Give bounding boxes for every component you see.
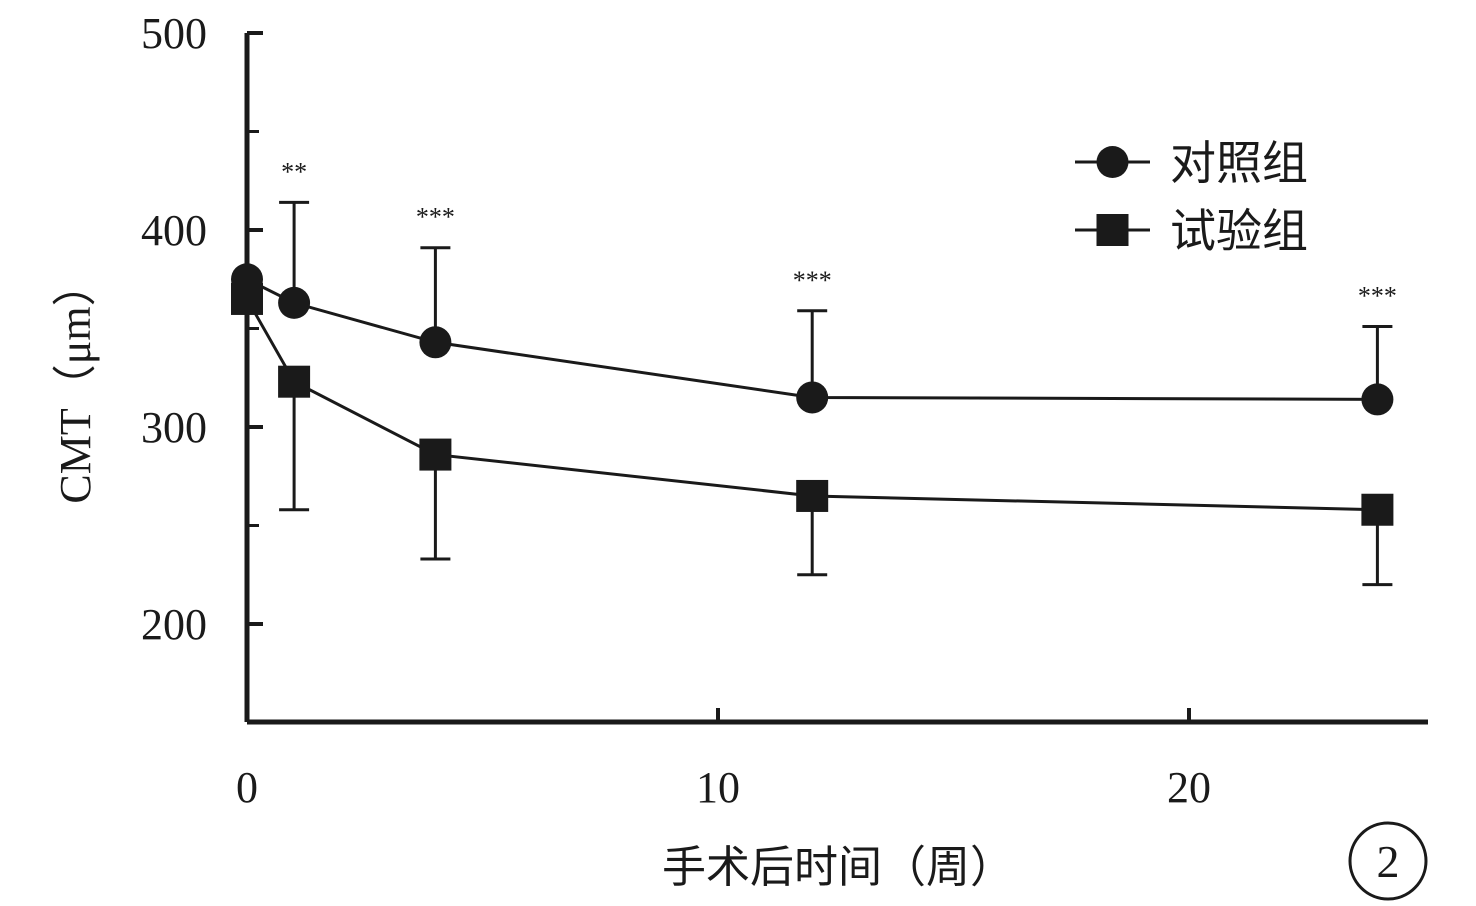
significance-label: ** — [281, 157, 307, 186]
data-point-circle — [419, 326, 452, 359]
significance-label: *** — [416, 203, 455, 232]
y-tick-label: 300 — [141, 403, 207, 452]
panel-label-circle — [1348, 821, 1428, 901]
series-markers — [231, 263, 1394, 526]
y-tick-label: 400 — [141, 206, 207, 255]
y-tick-label: 200 — [141, 600, 207, 649]
panel-label-text: 2 — [1377, 836, 1400, 887]
data-point-square — [419, 438, 452, 471]
error-bars — [279, 200, 1393, 587]
data-point-square — [278, 365, 311, 398]
data-point-square — [796, 479, 829, 512]
significance-label: *** — [793, 266, 832, 295]
y-axis-title: CMT（μm） — [51, 262, 100, 503]
legend-marker-circle — [1096, 146, 1129, 178]
legend-label: 对照组 — [1170, 138, 1308, 189]
x-tick-label: 20 — [1167, 763, 1211, 812]
legend-marker-square — [1096, 214, 1129, 246]
x-tick-label: 10 — [696, 763, 740, 812]
data-point-circle — [796, 381, 829, 414]
x-axis-title: 手术后时间（周） — [662, 843, 1014, 892]
data-point-circle — [278, 286, 311, 319]
axes: 200 300 400 500 0 10 20 — [141, 9, 1428, 812]
panel-label: 2 — [1348, 821, 1428, 901]
data-point-square — [1361, 493, 1394, 526]
significance-labels: *********** — [281, 157, 1397, 310]
data-point-square — [231, 282, 263, 315]
significance-label: *** — [1358, 282, 1397, 311]
y-tick-label: 500 — [141, 9, 207, 58]
legend-label: 试验组 — [1170, 206, 1308, 257]
x-tick-label: 0 — [236, 763, 258, 812]
data-point-circle — [1361, 383, 1394, 416]
